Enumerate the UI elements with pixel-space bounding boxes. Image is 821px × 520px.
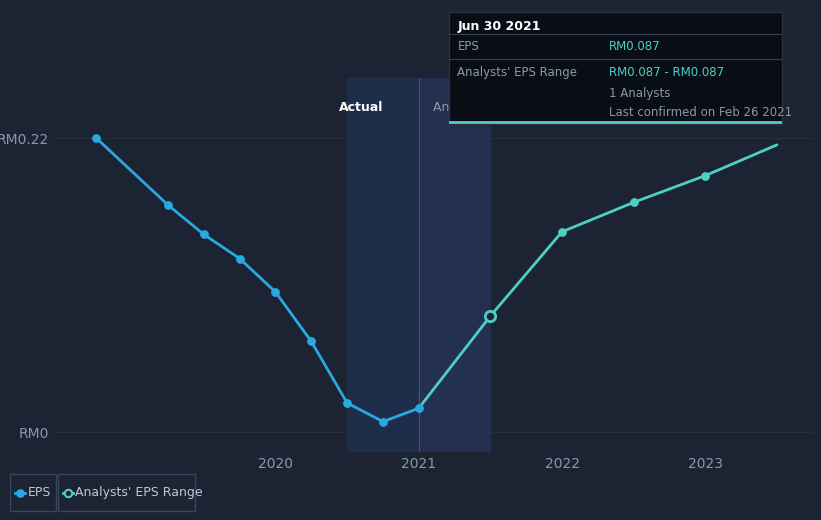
Text: EPS: EPS — [28, 486, 52, 499]
Text: EPS: EPS — [457, 40, 479, 53]
Bar — [347, 78, 419, 452]
Point — [62, 489, 75, 497]
Point — [89, 134, 103, 142]
Text: RM0.087 - RM0.087: RM0.087 - RM0.087 — [608, 66, 724, 79]
Text: Analysts' EPS Range: Analysts' EPS Range — [457, 66, 577, 79]
Text: Last confirmed on Feb 26 2021: Last confirmed on Feb 26 2021 — [608, 106, 791, 119]
Point — [341, 399, 354, 407]
Point — [556, 228, 569, 236]
Text: 1 Analysts: 1 Analysts — [608, 87, 670, 100]
Point — [233, 254, 246, 263]
Point — [269, 288, 282, 296]
Point — [14, 489, 27, 497]
Point — [699, 172, 712, 180]
Text: Actual: Actual — [338, 101, 383, 114]
FancyBboxPatch shape — [11, 474, 56, 511]
FancyBboxPatch shape — [58, 474, 195, 511]
Point — [162, 201, 175, 209]
Text: Analysts' EPS Range: Analysts' EPS Range — [76, 486, 203, 499]
Point — [627, 198, 640, 206]
Point — [412, 404, 425, 412]
Point — [305, 337, 318, 346]
Bar — [419, 78, 490, 452]
Point — [376, 418, 389, 426]
Text: RM0.087: RM0.087 — [608, 40, 660, 53]
Text: Analysts Forecasts: Analysts Forecasts — [433, 101, 549, 114]
FancyBboxPatch shape — [449, 12, 782, 124]
Point — [197, 230, 210, 239]
Text: Jun 30 2021: Jun 30 2021 — [457, 20, 541, 33]
Point — [484, 312, 497, 320]
